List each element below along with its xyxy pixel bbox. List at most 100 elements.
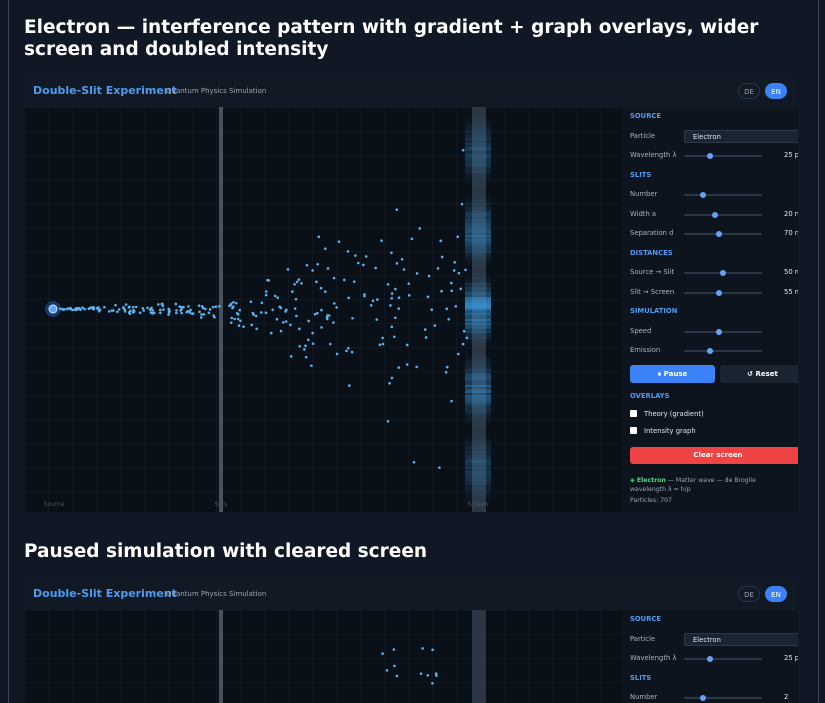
particle <box>354 254 357 257</box>
particle <box>381 652 384 655</box>
particle <box>337 240 341 244</box>
screen-intensity <box>465 435 491 437</box>
select[interactable]: Electron <box>684 129 798 143</box>
slider[interactable] <box>684 289 762 296</box>
particle <box>424 336 428 339</box>
slider-knob[interactable] <box>706 153 713 159</box>
slider[interactable] <box>684 231 762 237</box>
language-button[interactable]: DE <box>738 586 760 602</box>
pause-button[interactable]: ⏸ Pause <box>630 364 715 383</box>
particle <box>381 342 385 346</box>
screen-intensity <box>465 495 491 497</box>
screen-intensity <box>465 251 491 253</box>
canvas-grid <box>24 610 622 703</box>
particle <box>103 305 106 309</box>
particle <box>407 282 411 285</box>
particle <box>266 278 269 282</box>
slider[interactable] <box>684 348 762 354</box>
particle <box>158 308 162 312</box>
slider[interactable] <box>684 211 762 218</box>
slider-knob[interactable] <box>699 192 706 198</box>
slider[interactable] <box>684 695 762 701</box>
screen-intensity <box>465 139 491 141</box>
particle <box>378 343 382 347</box>
group-title: OVERLAYS <box>630 391 670 400</box>
screen-intensity <box>465 451 491 453</box>
screen-intensity <box>465 299 491 301</box>
screen-intensity <box>465 265 491 267</box>
slider-knob[interactable] <box>699 695 706 701</box>
particle <box>197 304 201 307</box>
control-label: Speed <box>630 326 652 335</box>
screen-intensity <box>465 263 491 265</box>
reset-button[interactable]: ↺ Reset <box>720 364 798 383</box>
slider[interactable] <box>684 270 762 276</box>
particle <box>435 674 438 677</box>
particle <box>462 329 466 333</box>
particle <box>229 302 233 306</box>
screen-intensity <box>465 275 491 277</box>
checkbox[interactable] <box>630 426 637 434</box>
language-button[interactable]: EN <box>765 586 787 602</box>
screen-intensity <box>465 415 491 417</box>
control-row: Number <box>630 185 798 205</box>
slider[interactable] <box>684 192 762 198</box>
screen-intensity <box>465 343 491 345</box>
slider[interactable] <box>684 656 762 662</box>
slider-knob[interactable] <box>716 231 723 237</box>
screen-intensity <box>465 419 491 421</box>
particle <box>298 345 302 348</box>
screen-intensity <box>465 305 491 307</box>
screen-intensity <box>465 295 491 297</box>
slider-knob[interactable] <box>720 270 726 276</box>
screen-intensity <box>465 247 491 249</box>
screen-intensity <box>465 375 491 377</box>
clear-button[interactable]: Clear screen <box>630 447 798 464</box>
screen-intensity <box>465 215 491 217</box>
particle <box>291 290 294 293</box>
language-button[interactable]: EN <box>765 83 787 99</box>
control-label: Emission <box>630 346 661 354</box>
particle <box>275 317 279 321</box>
particle <box>430 308 434 311</box>
checkbox[interactable] <box>630 410 637 417</box>
screen-intensity <box>465 397 491 399</box>
particle <box>324 247 327 251</box>
control-row: Separation d 70 nm <box>630 224 798 244</box>
particle <box>187 305 190 308</box>
screen-intensity <box>465 391 491 393</box>
particle <box>460 202 464 206</box>
slider[interactable] <box>684 328 762 335</box>
screen-intensity <box>465 141 491 143</box>
screen-intensity <box>465 345 491 347</box>
select[interactable]: Electron <box>684 632 798 646</box>
control-row: Slit → Screen 55 mm <box>630 283 798 303</box>
control-label: Particle <box>630 131 656 140</box>
particle <box>394 287 397 291</box>
particle <box>310 364 313 367</box>
detector-screen <box>472 610 486 703</box>
particle <box>433 324 437 327</box>
slider[interactable] <box>684 153 762 159</box>
slider-knob[interactable] <box>712 211 719 218</box>
screen-intensity <box>465 381 491 383</box>
particle <box>317 235 321 239</box>
slider-knob[interactable] <box>706 348 713 354</box>
particle <box>237 324 241 327</box>
particle <box>294 297 298 301</box>
screen-intensity <box>465 439 491 441</box>
slider-knob[interactable] <box>716 289 723 296</box>
particle <box>198 310 201 314</box>
slider-knob[interactable] <box>706 656 713 662</box>
particle <box>83 307 87 311</box>
particle <box>232 300 235 304</box>
slider-knob[interactable] <box>716 328 723 335</box>
particle <box>326 267 330 270</box>
particle <box>380 239 383 242</box>
checkbox-row[interactable]: Intensity graph <box>630 423 798 440</box>
particle <box>363 294 366 298</box>
screen-intensity <box>465 149 491 151</box>
screen-intensity <box>465 153 491 155</box>
language-button[interactable]: DE <box>738 83 760 99</box>
checkbox-row[interactable]: Theory (gradient) <box>630 406 798 423</box>
